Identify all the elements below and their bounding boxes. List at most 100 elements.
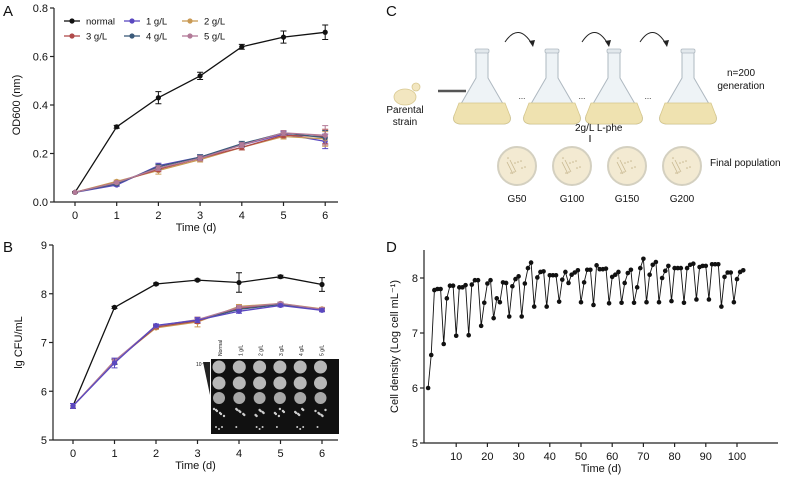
colony (278, 407, 282, 411)
colony-spot (293, 360, 307, 374)
colony-spot (212, 360, 226, 374)
y-tick-label: 7 (41, 338, 47, 350)
colony (221, 426, 223, 428)
y-tick-label: 9 (41, 240, 47, 252)
x-tick-label: 70 (637, 451, 649, 463)
colony-spot (314, 360, 327, 374)
colony-dot (631, 167, 633, 169)
data-point (513, 276, 518, 282)
flask-medium (659, 102, 717, 125)
colony (242, 412, 245, 416)
colony-dot (620, 172, 622, 174)
x-tick-label: 80 (668, 451, 680, 463)
x-tick-label: 3 (194, 448, 200, 460)
data-point (153, 281, 159, 287)
streak (561, 159, 572, 175)
data-point (722, 274, 727, 280)
data-point (541, 269, 546, 274)
y-axis-title: OD600 (nm) (11, 75, 23, 136)
yeast-cell-icon (393, 88, 417, 106)
petri-dish-icon (607, 146, 647, 186)
colony (301, 407, 304, 411)
y-axis-title: lg CFU/mL (13, 316, 25, 369)
colony-dot (678, 171, 680, 173)
data-point (503, 280, 509, 286)
data-point (578, 299, 584, 305)
y-tick-label: 8 (412, 273, 418, 285)
colony-dot (568, 171, 570, 173)
colony-dot (510, 172, 512, 174)
legend-item: 3 g/L (64, 32, 107, 43)
data-point (155, 95, 161, 101)
data-point (634, 285, 640, 290)
colony (215, 426, 217, 428)
flask-icon (453, 48, 511, 125)
data-point (450, 283, 456, 289)
chart-b-cfu: 5 6 7 8 9 0 1 2 3 4 5 6 Time (d) lg CFU/mL (13, 240, 338, 472)
colony (281, 409, 285, 413)
data-point (650, 262, 656, 268)
legend-label: 3 g/L (86, 32, 107, 43)
colony-spot (314, 376, 327, 390)
legend-marker (69, 18, 75, 24)
data-point (563, 269, 568, 275)
x-axis-title: Time (d) (176, 222, 217, 234)
flask-medium (453, 102, 511, 125)
data-point (469, 282, 475, 287)
x-tick-label: 1 (111, 448, 117, 460)
colony (258, 408, 261, 412)
legend-marker (69, 33, 75, 39)
flask-medium (585, 102, 643, 125)
data-point (728, 270, 734, 275)
data-point (594, 263, 599, 268)
data-point (581, 280, 587, 285)
data-point (637, 265, 643, 271)
data-point (438, 286, 443, 292)
data-point (666, 263, 671, 269)
data-point (277, 302, 284, 309)
y-tick-label: 0.8 (33, 3, 48, 15)
data-point (111, 304, 118, 310)
colony-dot (686, 167, 688, 169)
colony (235, 407, 238, 411)
data-point (659, 275, 665, 281)
colony-dot (623, 171, 625, 173)
y-tick-label: 7 (412, 328, 418, 340)
x-tick-label: 6 (322, 210, 328, 222)
x-tick-label: 5 (280, 210, 286, 222)
data-point (647, 272, 652, 278)
data-point (715, 261, 721, 267)
streak (671, 159, 682, 175)
data-point (481, 300, 487, 306)
yeast-bud-icon (411, 82, 421, 92)
data-point (566, 280, 571, 286)
colony (317, 411, 320, 415)
x-tick-label: 5 (277, 448, 283, 460)
colony-dot (575, 160, 577, 162)
legend-item: normal (64, 17, 115, 28)
colony-spot (253, 392, 266, 404)
petri-dish-icon (662, 146, 702, 186)
streak (506, 159, 517, 175)
inset-column-label: 3 g/L (279, 345, 285, 356)
data-point (619, 300, 624, 306)
data-point (488, 277, 493, 283)
final-population-label: Final population (710, 158, 781, 169)
data-point (194, 277, 201, 283)
data-point (603, 266, 609, 271)
colony-dot (513, 171, 515, 173)
data-point (528, 260, 534, 265)
ellipsis: ... (645, 92, 652, 101)
legend-label: 5 g/L (204, 32, 225, 43)
petri-dish (552, 146, 592, 186)
colony (275, 426, 278, 428)
arrow-head (663, 40, 669, 47)
dilution-label: 10⁻¹ (196, 362, 206, 368)
x-tick-label: 3 (197, 210, 203, 222)
inset-column-label: 2 g/L (259, 345, 265, 356)
flask-medium (523, 102, 581, 125)
transfer-arrow-icon (504, 32, 533, 45)
plate-label: G150 (615, 194, 640, 205)
data-point (485, 281, 490, 286)
data-point (622, 280, 627, 286)
